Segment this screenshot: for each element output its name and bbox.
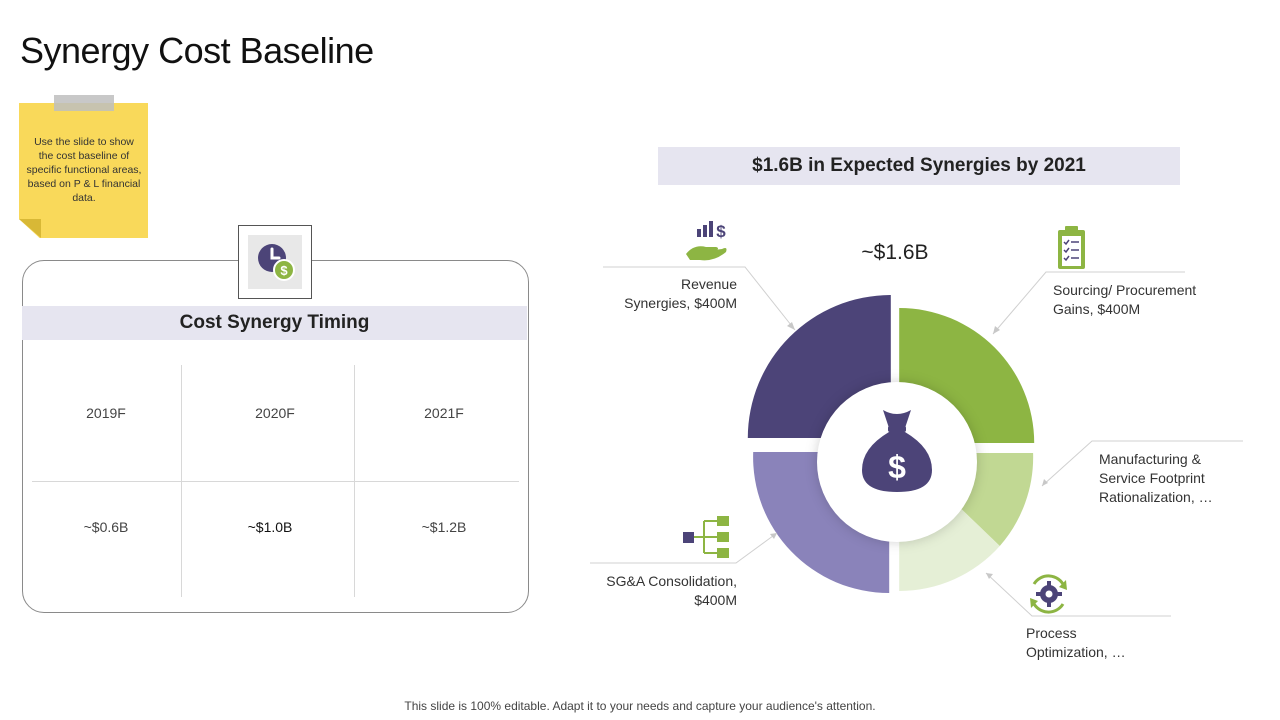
label-process: Process Optimization, … <box>1026 625 1126 660</box>
year-2019: 2019F <box>86 405 126 421</box>
synergy-banner: $1.6B in Expected Synergies by 2021 <box>658 147 1180 185</box>
synergy-total: ~$1.6B <box>861 241 929 264</box>
footer-note: This slide is 100% editable. Adapt it to… <box>404 699 876 713</box>
value-2020: ~$1.0B <box>247 519 293 535</box>
label-sourcing: Sourcing/ Procurement Gains, $400M <box>1053 282 1197 317</box>
money-bag-icon: $ <box>862 410 932 492</box>
value-2021: ~$1.2B <box>421 519 467 535</box>
label-manufacturing: Manufacturing & Service Footprint Ration… <box>1099 451 1213 505</box>
svg-text:$: $ <box>888 449 906 485</box>
segment-revenue <box>747 295 891 438</box>
sticky-note-tape <box>54 95 114 111</box>
gear-cycle-icon <box>1030 574 1067 614</box>
growth-hand-icon: $ <box>686 221 727 261</box>
year-2020: 2020F <box>255 405 295 421</box>
timing-card-title: Cost Synergy Timing <box>22 306 527 340</box>
svg-text:$: $ <box>280 263 288 278</box>
clipboard-checklist-icon <box>1058 226 1085 269</box>
sticky-note <box>19 103 148 238</box>
segment-sourcing <box>899 308 1035 443</box>
svg-text:$: $ <box>716 222 726 241</box>
year-2021: 2021F <box>424 405 464 421</box>
timing-icon-frame: $ <box>238 225 312 299</box>
clock-dollar-icon: $ <box>258 244 295 281</box>
segment-sga <box>753 452 890 593</box>
value-2019: ~$0.6B <box>83 519 129 535</box>
hierarchy-icon <box>683 516 729 558</box>
label-revenue: Revenue Synergies, $400M <box>624 276 737 311</box>
label-sga: SG&A Consolidation, $400M <box>606 573 737 608</box>
grid-divider <box>32 481 519 482</box>
page-title: Synergy Cost Baseline <box>20 30 374 71</box>
sticky-note-text: Use the slide to show the cost baseline … <box>26 136 142 204</box>
